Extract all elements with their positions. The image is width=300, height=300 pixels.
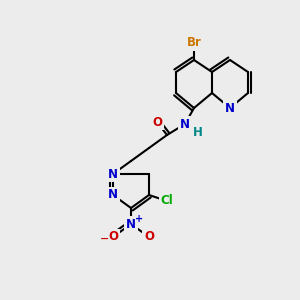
Text: N: N xyxy=(180,118,190,130)
Text: +: + xyxy=(135,214,143,224)
Text: O: O xyxy=(144,230,154,244)
Text: N: N xyxy=(225,101,235,115)
Text: Br: Br xyxy=(187,37,201,50)
Text: N: N xyxy=(108,167,118,181)
Text: N: N xyxy=(108,188,118,202)
Text: O: O xyxy=(108,230,118,244)
Text: O: O xyxy=(152,116,162,128)
Text: H: H xyxy=(193,127,203,140)
Text: Cl: Cl xyxy=(160,194,173,208)
Text: −: − xyxy=(100,234,110,244)
Text: N: N xyxy=(126,218,136,230)
